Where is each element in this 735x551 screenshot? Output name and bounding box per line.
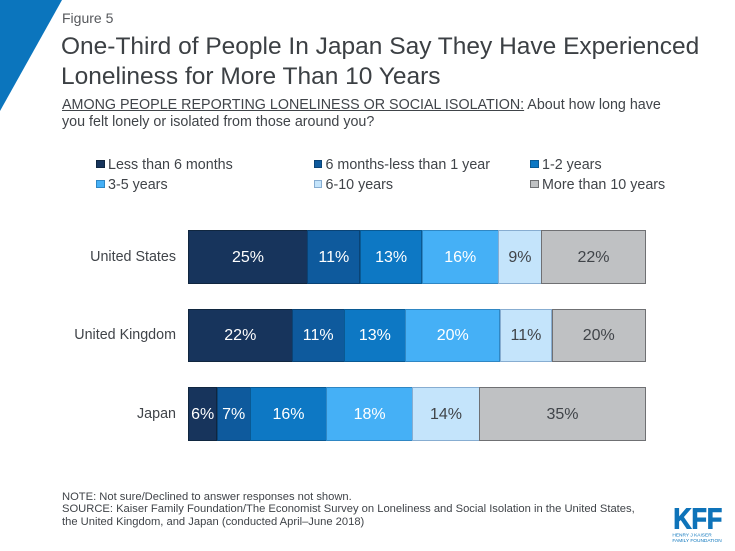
svg-text:HENRY J KAISER: HENRY J KAISER: [672, 533, 712, 539]
svg-text:FAMILY FOUNDATION: FAMILY FOUNDATION: [672, 538, 722, 544]
svg-text:KFF: KFF: [673, 504, 722, 536]
